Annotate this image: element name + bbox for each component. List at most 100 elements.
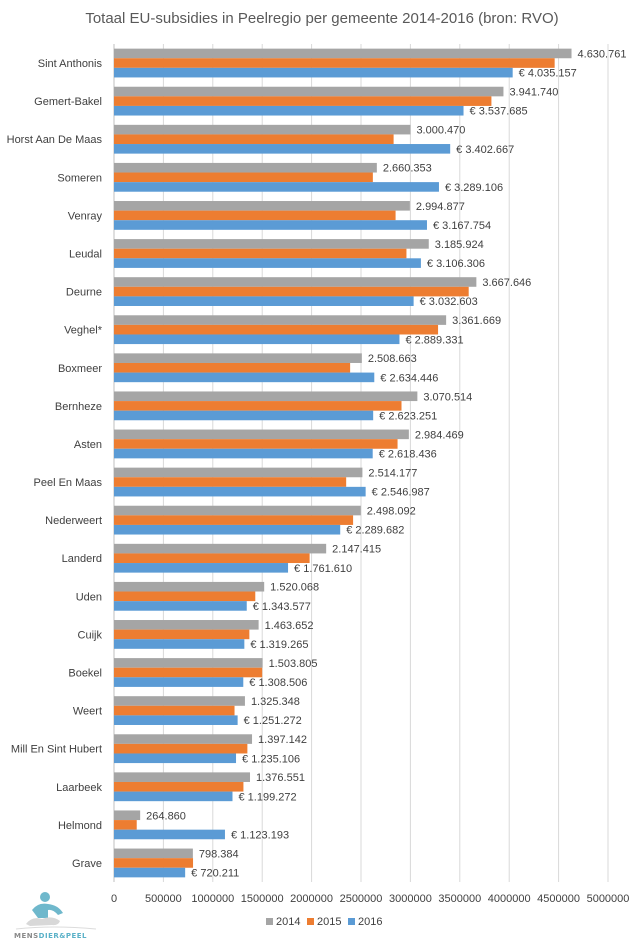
data-label-2014: 1.325.348 (251, 696, 300, 708)
x-axis-ticks: 0 500000 1000000 1500000 2000000 2500000 30000… (111, 893, 629, 905)
bar-2014 (114, 505, 361, 516)
legend-swatch-2015 (307, 918, 314, 925)
data-label-2016: € 3.289.106 (445, 182, 503, 194)
bar-2014 (114, 734, 253, 744)
x-tick-label: 2500000 (340, 893, 383, 905)
category-labels: Sint Anthonis Gemert-Bakel Horst Aan De Ma… (7, 58, 103, 870)
data-label-2014: 798.384 (199, 848, 239, 860)
data-label-2016: € 1.123.193 (231, 829, 289, 841)
data-label-2016: € 3.402.667 (456, 144, 514, 156)
bar-2014 (114, 620, 259, 630)
bar-2014 (114, 581, 265, 592)
data-label-2016: € 1.251.272 (244, 715, 302, 727)
data-label-2014: 3.000.470 (416, 125, 465, 137)
bar-2014 (114, 467, 363, 478)
bar-2016 (114, 524, 341, 535)
bar-2016 (114, 448, 373, 459)
bar-2015 (114, 705, 235, 716)
bar-2015 (114, 858, 194, 868)
data-label-2014: 2.147.415 (332, 544, 381, 556)
category-label: Nederweert (45, 515, 102, 527)
category-label: Someren (57, 172, 102, 184)
bar-2015 (114, 324, 439, 335)
bar-2016 (114, 410, 374, 421)
bar-2016 (114, 677, 244, 687)
x-tick-label: 4500000 (537, 893, 580, 905)
data-label-2016: € 1.761.610 (294, 563, 352, 575)
bar-2014 (114, 201, 410, 211)
data-label-2014: 3.185.924 (435, 239, 484, 251)
bar-2014 (114, 48, 572, 59)
bar-2016 (114, 296, 414, 306)
bar-2015 (114, 96, 492, 106)
data-label-2016: € 2.889.331 (405, 334, 463, 346)
bar-2016 (114, 372, 375, 383)
data-label-2014: 1.503.805 (269, 658, 318, 670)
bar-2015 (114, 286, 469, 297)
category-label: Peel En Maas (34, 477, 103, 489)
legend: 2014 2015 2016 (266, 916, 382, 928)
legend-swatch-2016 (348, 918, 355, 925)
x-tick-label: 500000 (145, 893, 182, 905)
bar-2015 (114, 210, 396, 221)
bar-2016 (114, 105, 464, 116)
data-label-2014: 264.860 (146, 810, 186, 822)
legend-label-2016: 2016 (358, 916, 382, 928)
logo-figure-icon (15, 892, 97, 930)
bar-2016 (114, 258, 421, 268)
bar-2014 (114, 429, 409, 440)
category-label: Weert (73, 706, 102, 718)
bar-2014 (114, 391, 418, 402)
bar-2015 (114, 629, 250, 640)
data-label-2014: 2.498.092 (367, 506, 416, 518)
bar-2015 (114, 553, 310, 564)
bar-2014 (114, 658, 263, 668)
data-label-2016: € 2.546.987 (372, 487, 430, 499)
category-label: Sint Anthonis (38, 58, 103, 70)
data-label-2014: 1.463.652 (265, 620, 314, 632)
category-label: Gemert-Bakel (34, 96, 102, 108)
category-label: Venray (68, 210, 103, 222)
data-label-2016: € 4.035.157 (519, 68, 577, 80)
bar-2014 (114, 124, 411, 135)
bar-2015 (114, 591, 256, 602)
data-label-2014: 1.397.142 (258, 734, 307, 746)
x-tick-label: 3000000 (389, 893, 432, 905)
bar-2015 (114, 58, 555, 68)
data-label-2016: € 1.343.577 (253, 601, 311, 613)
data-label-2014: 2.984.469 (415, 429, 464, 441)
category-label: Grave (72, 858, 102, 870)
bar-2015 (114, 439, 398, 449)
data-label-2014: 2.660.353 (383, 163, 432, 175)
bar-2015 (114, 515, 354, 525)
category-label: Deurne (66, 287, 102, 299)
data-label-2014: 3.070.514 (423, 391, 472, 403)
data-label-2016: € 1.308.506 (249, 677, 307, 689)
bar-2016 (114, 67, 513, 78)
data-label-2014: 3.667.646 (482, 277, 531, 289)
bar-2016 (114, 715, 238, 725)
x-tick-label: 1000000 (191, 893, 234, 905)
bar-2016 (114, 829, 225, 840)
data-label-2014: 1.376.551 (256, 772, 305, 784)
data-label-2016: € 2.634.446 (380, 372, 438, 384)
bar-2015 (114, 667, 263, 678)
category-label: Asten (74, 439, 102, 451)
category-label: Mill En Sint Hubert (11, 744, 102, 756)
bar-2014 (114, 353, 362, 363)
bar-2015 (114, 820, 137, 830)
bar-2015 (114, 172, 373, 183)
bar-2016 (114, 486, 366, 497)
bar-2016 (114, 334, 400, 345)
data-label-2014: 2.514.177 (368, 467, 417, 479)
bar-2016 (114, 182, 439, 192)
data-label-2016: € 3.106.306 (427, 258, 485, 270)
bar-2015 (114, 362, 351, 373)
x-tick-label: 0 (111, 893, 117, 905)
mensdierpeel-logo (8, 888, 98, 943)
category-label: Bernheze (55, 401, 102, 413)
bar-2016 (114, 601, 247, 611)
bar-2016 (114, 639, 245, 649)
category-label: Horst Aan De Maas (7, 134, 103, 146)
